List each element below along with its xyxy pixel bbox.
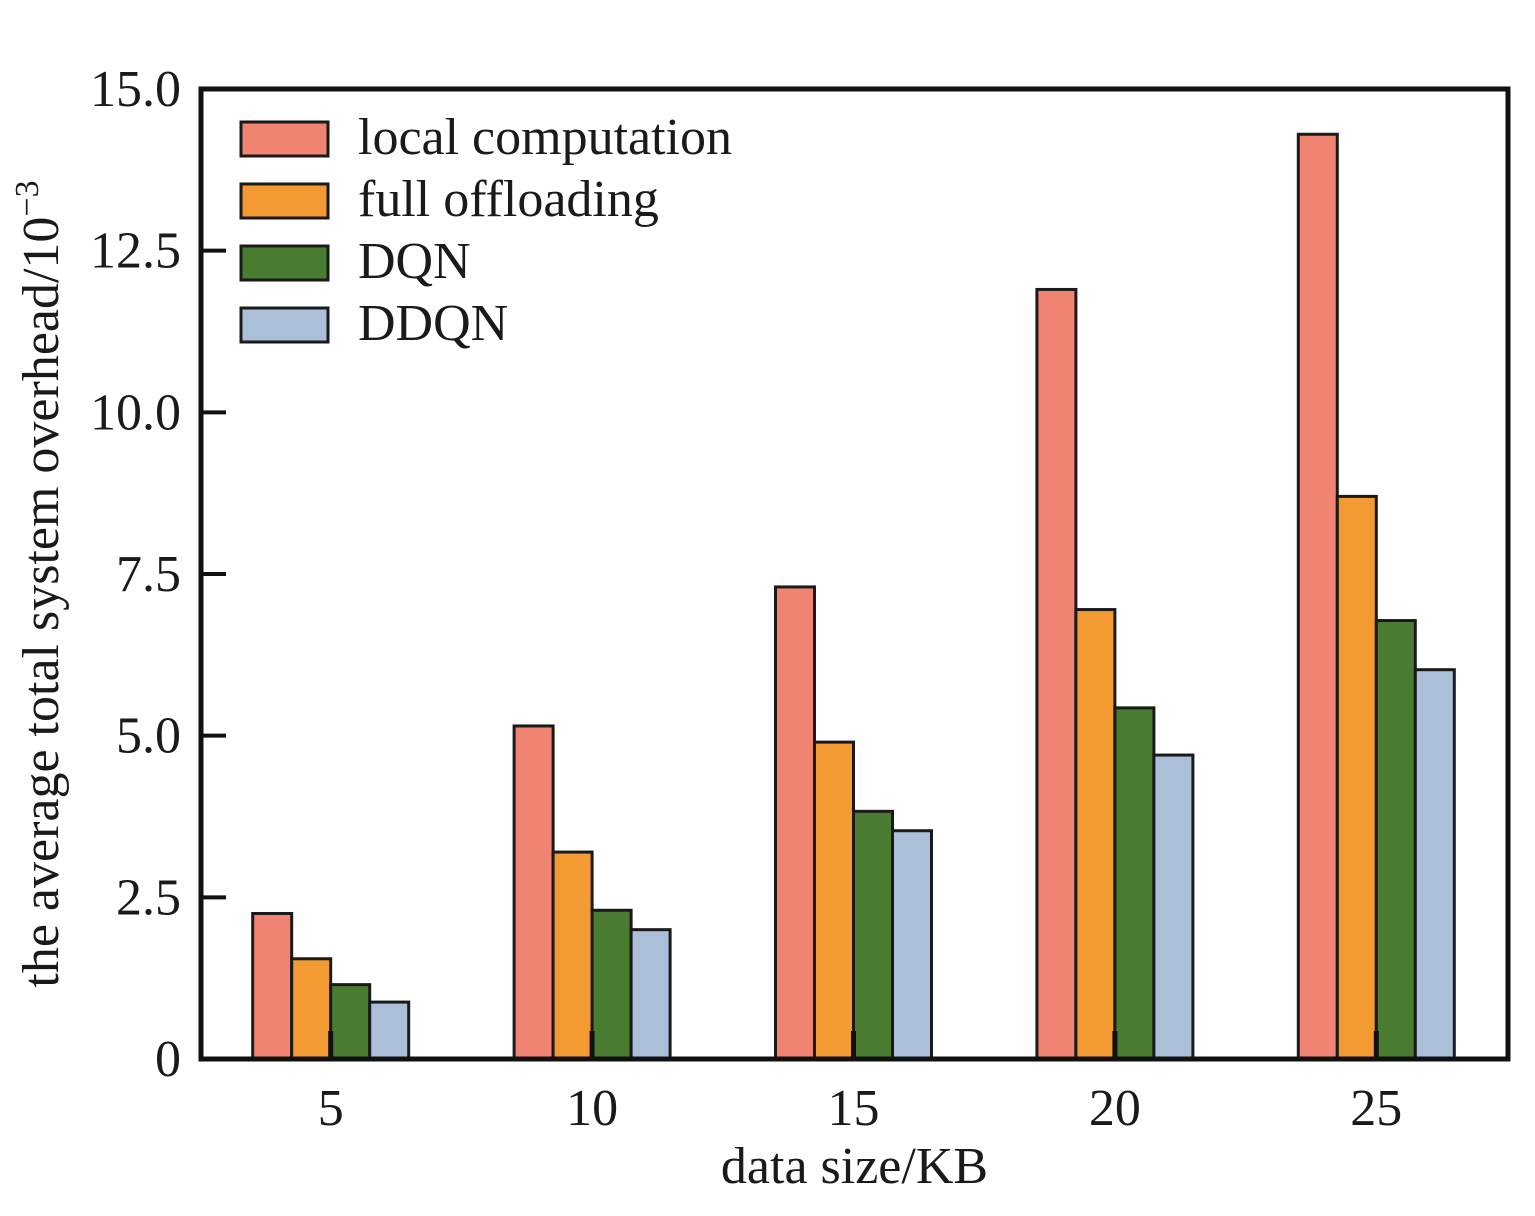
bar-full-offloading-25	[1335, 494, 1378, 1061]
bar-local-computation-25	[1296, 132, 1339, 1061]
legend-swatch	[239, 306, 330, 344]
x-tick-label: 15	[828, 1080, 880, 1137]
bar-dqn-10	[590, 908, 633, 1061]
bar-ddqn-20	[1152, 753, 1195, 1061]
y-tick-label: 15.0	[90, 61, 181, 118]
bar-local-computation-5	[251, 912, 294, 1061]
bar-full-offloading-5	[290, 957, 333, 1061]
bar-dqn-25	[1374, 619, 1417, 1061]
x-tick-label: 10	[566, 1080, 618, 1137]
bar-full-offloading-20	[1074, 608, 1117, 1061]
y-tick-label: 5.0	[116, 708, 181, 765]
bar-dqn-20	[1113, 706, 1156, 1061]
bar-ddqn-25	[1413, 668, 1456, 1061]
bar-local-computation-20	[1035, 287, 1078, 1061]
legend-label: full offloading	[358, 171, 659, 228]
y-tick-label: 7.5	[116, 546, 181, 603]
legend-swatch	[239, 120, 330, 158]
bar-local-computation-15	[774, 585, 816, 1061]
y-tick-label: 10.0	[90, 384, 181, 441]
bar-ddqn-10	[629, 928, 672, 1061]
legend-label: local computation	[358, 109, 732, 166]
y-tick-label: 0	[155, 1031, 181, 1088]
y-tick-label: 2.5	[116, 869, 181, 926]
x-axis-ticks: 5 10 15 20 25	[318, 1031, 1402, 1137]
bar-dqn-15	[852, 809, 894, 1061]
plot-frame	[198, 86, 1511, 1062]
bar-ddqn-5	[368, 1000, 411, 1061]
y-axis-label: the average total system overhead/10−3	[9, 180, 70, 987]
y-tick-label: 12.5	[90, 223, 181, 280]
bars-group	[251, 132, 1456, 1061]
legend-swatch	[239, 182, 330, 220]
legend-swatch	[239, 244, 330, 282]
x-tick-label: 25	[1350, 1080, 1402, 1137]
y-axis-ticks: 0 2.5 5.0 7.5 10.0 12.5 15.0	[90, 61, 226, 1088]
legend-label: DDQN	[358, 295, 508, 352]
x-tick-label: 20	[1089, 1080, 1141, 1137]
x-tick-label: 5	[318, 1080, 344, 1137]
bar-full-offloading-15	[813, 740, 855, 1061]
bar-dqn-5	[329, 983, 372, 1061]
x-axis-label: data size/KB	[721, 1138, 988, 1195]
bar-ddqn-15	[891, 829, 933, 1061]
legend-label: DQN	[358, 233, 471, 290]
bar-full-offloading-10	[551, 850, 594, 1061]
y-axis-label-superscript: −3	[9, 180, 46, 216]
bar-local-computation-10	[512, 724, 555, 1061]
y-axis-label-main: the average total system overhead/10	[13, 217, 70, 988]
